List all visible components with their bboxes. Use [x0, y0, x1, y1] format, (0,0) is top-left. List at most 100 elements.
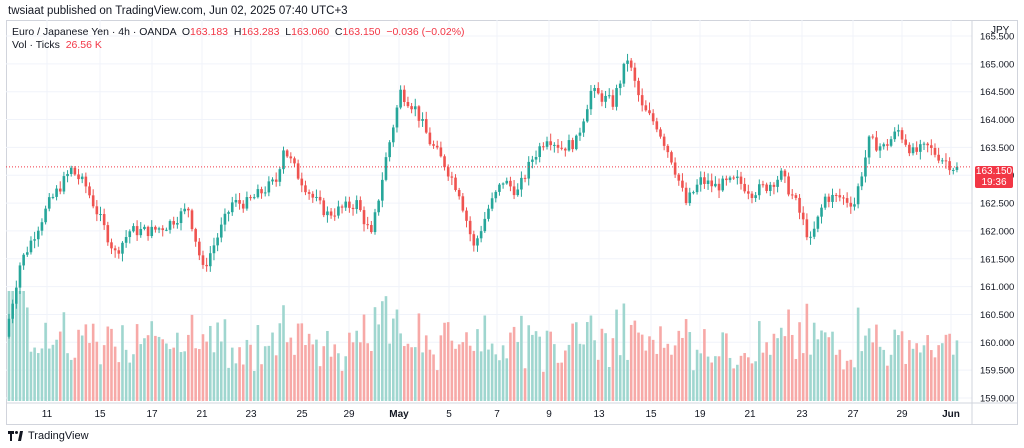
candle-body	[553, 144, 556, 146]
volume-bar	[556, 362, 560, 401]
candle-body	[256, 189, 260, 198]
volume-bar	[58, 331, 62, 401]
close-value: 163.150	[342, 26, 381, 38]
volume-bar	[212, 352, 216, 401]
candle-body	[604, 95, 607, 102]
candle-body	[834, 194, 838, 196]
candle-body	[88, 186, 91, 196]
volume-bar	[296, 323, 300, 401]
volume-bar	[260, 364, 263, 401]
y-tick-label: 159.000	[980, 394, 1014, 405]
volume-bar	[370, 350, 373, 401]
volume-bar	[758, 321, 761, 401]
candle-body	[823, 196, 827, 208]
volume-bar	[505, 358, 509, 401]
candle-body	[410, 106, 413, 110]
x-tick-label: May	[389, 409, 409, 420]
open-label: O	[181, 26, 191, 38]
x-tick-label: 15	[94, 409, 106, 420]
y-tick-label: 162.000	[980, 226, 1014, 237]
volume-bar	[714, 356, 717, 401]
candle-body	[282, 150, 285, 170]
symbol-label[interactable]: Euro / Japanese Yen · 4h · OANDA	[12, 26, 177, 38]
candle-body	[128, 231, 132, 238]
candle-body	[77, 174, 80, 180]
candlestick-chart[interactable]: 165.500 165.000 164.500 164.000 163.500 163.0…	[6, 20, 1018, 425]
volume-bar	[919, 352, 922, 401]
candle-body	[187, 208, 190, 211]
candle-body	[300, 178, 304, 186]
candle-body	[121, 242, 124, 254]
candle-body	[278, 169, 282, 182]
candle-body	[333, 215, 337, 217]
candle-body	[271, 179, 274, 182]
volume-bar	[728, 357, 732, 401]
volume-bar	[659, 326, 662, 401]
y-tick-label: 161.500	[980, 254, 1014, 265]
candle-body	[809, 236, 812, 238]
candle-body	[556, 144, 560, 148]
candle-body	[882, 144, 886, 147]
volume-bar	[600, 328, 604, 401]
volume-bar	[607, 366, 611, 401]
candle-body	[585, 109, 589, 122]
volume-bar	[531, 334, 534, 401]
candle-body	[681, 180, 684, 188]
candle-body	[139, 228, 143, 236]
volume-bar	[893, 329, 897, 401]
candle-body	[812, 228, 816, 237]
volume-bar	[725, 333, 728, 401]
volume-bar	[274, 355, 278, 401]
candle-body	[948, 161, 951, 171]
candle-body	[44, 208, 47, 223]
candle-body	[648, 110, 651, 114]
candle-body	[692, 192, 695, 194]
volume-bar	[256, 325, 260, 401]
candle-body	[238, 200, 241, 204]
volume-bar	[805, 303, 809, 401]
candle-body	[567, 140, 571, 151]
candle-body	[395, 107, 399, 128]
volume-bar	[300, 323, 304, 401]
volume-bar	[648, 336, 651, 401]
brand-name: TradingView	[28, 430, 89, 442]
candle-body	[699, 177, 703, 185]
volume-bar	[406, 343, 410, 401]
candle-body	[80, 176, 84, 180]
candle-body	[454, 177, 457, 191]
volume-bar	[534, 331, 538, 401]
candle-body	[161, 228, 165, 231]
candle-body	[527, 161, 531, 179]
volume-bar	[553, 344, 556, 401]
volume-bar	[18, 291, 22, 401]
y-tick-label: 164.000	[980, 115, 1014, 126]
candle-body	[377, 200, 380, 213]
candle-body	[787, 176, 790, 195]
candle-body	[904, 139, 907, 145]
candle-body	[776, 179, 779, 187]
candle-body	[289, 156, 293, 159]
currency-label: JPY	[991, 25, 1010, 36]
y-tick-label: 165.500	[980, 32, 1014, 43]
candle-body	[626, 60, 629, 64]
volume-bar	[311, 344, 315, 401]
volume-bar	[439, 335, 443, 401]
volume-bar	[417, 313, 421, 401]
candle-body	[842, 197, 845, 199]
volume-bar	[589, 315, 593, 401]
candle-body	[337, 206, 340, 216]
candle-body	[241, 203, 245, 209]
volume-bar	[575, 322, 578, 401]
candle-body	[176, 223, 179, 225]
candle-body	[542, 146, 545, 148]
candle-body	[772, 184, 776, 187]
candle-body	[457, 190, 461, 197]
volume-bar	[432, 354, 435, 401]
volume-bar	[146, 335, 150, 401]
volume-bar	[487, 349, 490, 401]
candle-body	[340, 206, 344, 208]
volume-bar	[216, 322, 219, 401]
volume-label[interactable]: Vol · Ticks	[12, 39, 60, 51]
candle-body	[435, 145, 439, 148]
footer-brand[interactable]: TradingView	[8, 430, 89, 442]
